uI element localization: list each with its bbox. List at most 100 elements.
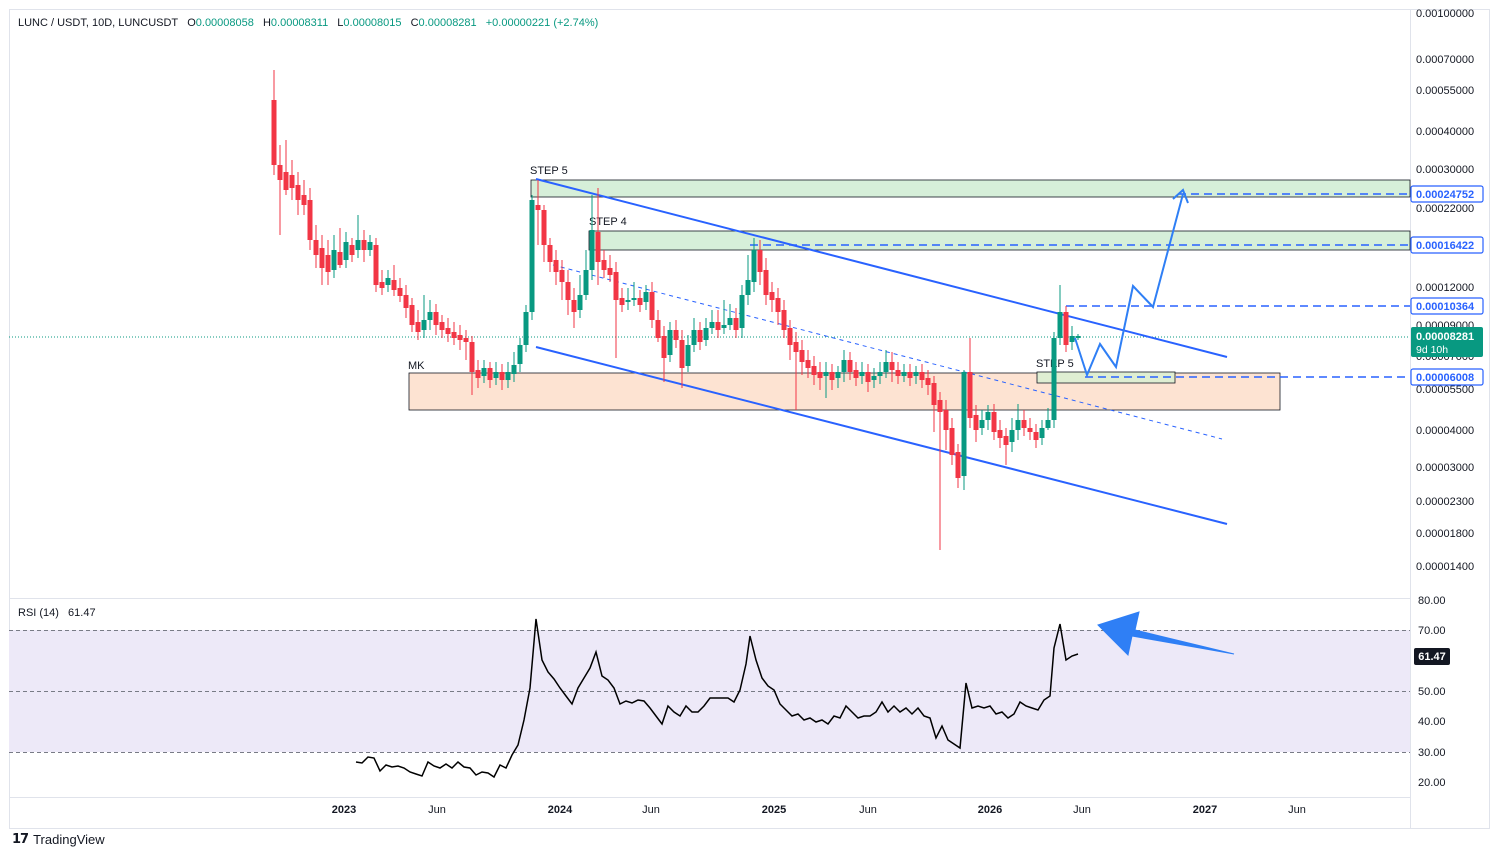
tradingview-logo[interactable]: 17 TradingView [12,832,105,847]
candle-body [301,195,307,205]
rsi-pane [9,611,1410,779]
candle-body [715,322,721,330]
price-level-marker-text: 0.00024752 [1416,189,1474,201]
countdown-text: 9d 10h [1416,344,1448,356]
candle-body [283,172,289,190]
open-value: 0.00008058 [195,17,254,29]
candle-body [463,338,469,342]
price-tick-label: 0.00070000 [1416,54,1474,66]
price-tick-label: 0.00001800 [1416,528,1474,540]
rsi-series-line [355,618,1079,779]
price-tick-label: 0.00055000 [1416,85,1474,97]
candle-body [763,270,769,295]
candle-body [673,330,679,340]
symbol-title[interactable]: LUNC / USDT, 10D, LUNCUSDT [18,17,179,29]
candle-body [361,240,367,250]
candle-body [649,292,655,320]
candle-body [997,430,1003,438]
candle-body [799,350,805,362]
channel-upper-line [535,178,1228,358]
candle-body [307,200,313,240]
candle-body [499,372,505,380]
candle-body [505,372,511,380]
resistance-zone-step5[interactable] [530,179,1411,198]
price-tick-label: 0.00040000 [1416,126,1474,138]
candle-body [985,412,991,420]
candle-body [469,342,475,372]
candle-body [553,260,559,272]
low-value: 0.00008015 [343,17,402,29]
candle-body [733,318,739,330]
rsi-tick-label: 30.00 [1418,747,1446,759]
rsi-value-marker [1414,648,1450,665]
candle-body [619,298,625,305]
chart-header: LUNC / USDT, 10D, LUNCUSDT O0.00008058 H… [18,17,604,29]
candle-body [667,330,673,355]
candle-body [973,415,979,430]
current-price-marker [1411,327,1483,357]
trendlines [535,178,1228,525]
candle-body [727,318,733,325]
candle-body [445,328,451,334]
candle-body [835,372,841,378]
candle-body [709,322,715,328]
rsi-tick-label: 40.00 [1418,716,1446,728]
candle-body [1021,420,1027,428]
open-label: O [187,17,196,29]
candle-body [745,280,751,295]
candle-body [493,372,499,378]
candle-body [277,165,283,180]
candle-body [853,370,859,378]
candle-body [325,255,331,272]
candle-body [1009,430,1015,442]
candle-body [331,250,337,270]
candle-body [895,370,901,376]
time-axis[interactable]: 2023 Jun 2024 Jun 2025 Jun 2026 Jun 2027 Jun [332,804,1306,816]
candle-body [289,175,295,188]
candle-body [967,372,973,418]
candle-body [1039,428,1045,438]
candle-body [901,372,907,376]
price-axis[interactable]: 0.00100000 0.00070000 0.00055000 0.00040000… [1416,8,1474,573]
rsi-tick-label: 50.00 [1418,686,1446,698]
candle-body [547,245,553,262]
candle-body [859,372,865,376]
candle-body [523,312,529,345]
candle-body [373,245,379,285]
resistance-zone-step4[interactable] [588,230,1411,251]
candle-body [631,298,637,300]
candle-body [367,242,373,250]
candle-body [823,372,829,376]
candle-body [415,322,421,332]
candle-body [319,248,325,268]
candle-body [931,383,937,405]
rsi-header[interactable]: RSI (14) 61.47 [18,607,96,619]
candle-body [913,372,919,376]
channel-mid-line [552,264,1223,440]
candle-body [757,250,763,272]
time-tick-label: 2026 [978,804,1002,816]
candle-body [1051,338,1057,420]
candle-body [1045,420,1051,428]
chart-frame [9,9,1490,829]
high-value: 0.00008311 [270,17,329,29]
rsi-tick-label: 80.00 [1418,595,1446,607]
candle-body [475,370,481,378]
candle-body [961,372,967,476]
candle-body [685,345,691,366]
projection-path [1074,188,1189,378]
candle-body [871,376,877,380]
price-level-marker [1410,185,1484,203]
candle-body [865,372,871,382]
label-mk: MK [408,360,425,372]
close-value: 0.00008281 [418,17,477,29]
price-level-marker [1410,368,1484,386]
candle-body [697,330,703,342]
time-tick-label: 2025 [762,804,786,816]
candle-body [991,412,997,432]
candle-body [775,298,781,312]
candle-body [421,320,427,330]
tradingview-logo-icon: 17 [12,832,29,847]
